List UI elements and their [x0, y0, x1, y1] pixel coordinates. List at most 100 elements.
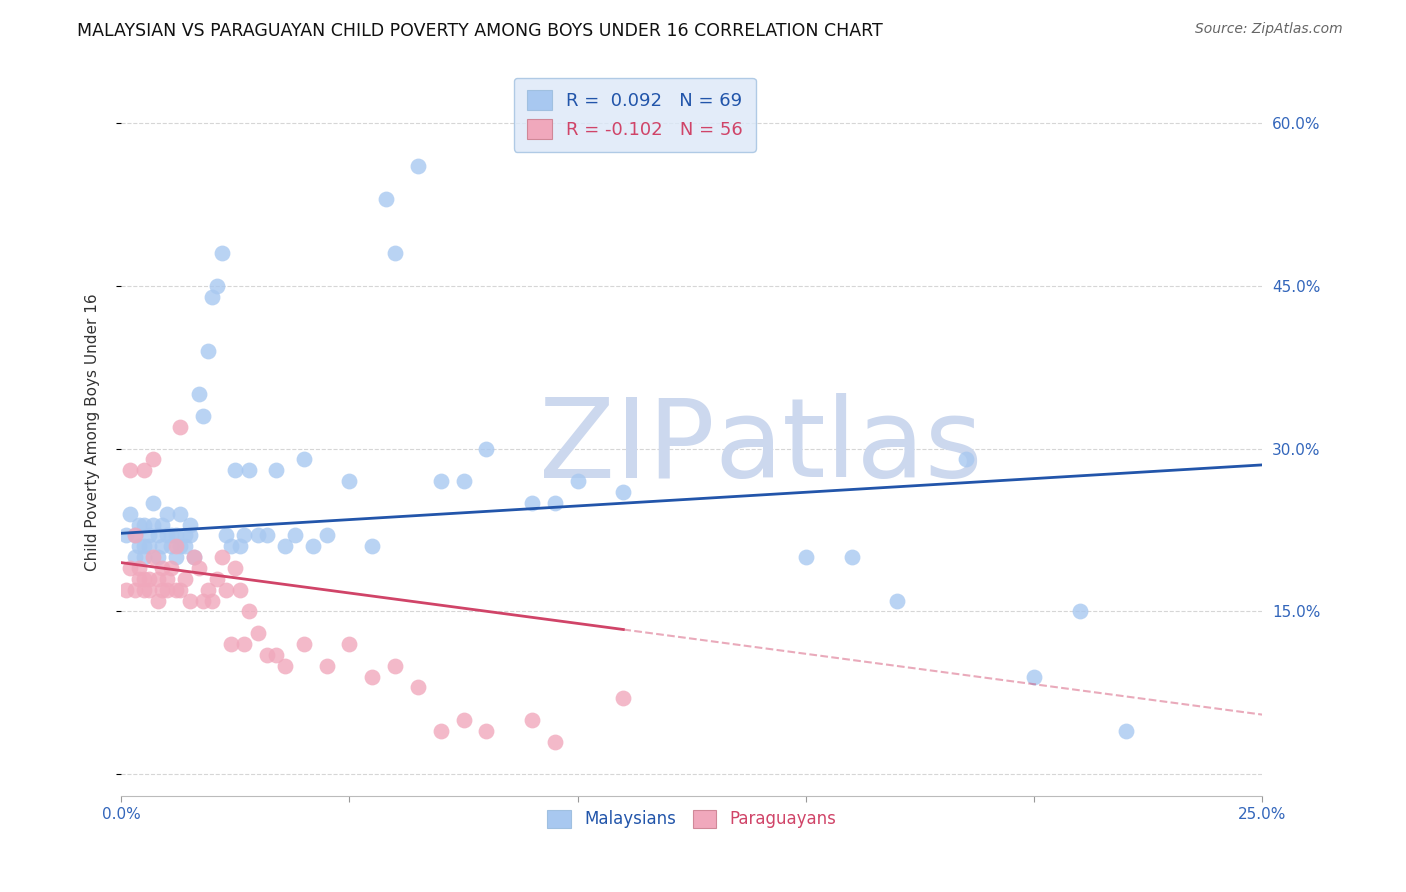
- Point: [150, 561, 173, 575]
- Point: [160, 539, 183, 553]
- Point: [174, 528, 197, 542]
- Point: [142, 452, 165, 467]
- Point: [179, 517, 201, 532]
- Point: [146, 572, 169, 586]
- Point: [284, 528, 307, 542]
- Point: [146, 550, 169, 565]
- Text: MALAYSIAN VS PARAGUAYAN CHILD POVERTY AMONG BOYS UNDER 16 CORRELATION CHART: MALAYSIAN VS PARAGUAYAN CHILD POVERTY AM…: [77, 22, 883, 40]
- Point: [233, 637, 256, 651]
- Point: [138, 582, 160, 597]
- Point: [124, 582, 146, 597]
- Point: [429, 474, 451, 488]
- Point: [142, 496, 165, 510]
- Y-axis label: Child Poverty Among Boys Under 16: Child Poverty Among Boys Under 16: [86, 293, 100, 571]
- Point: [1069, 605, 1091, 619]
- Point: [160, 528, 183, 542]
- Text: Source: ZipAtlas.com: Source: ZipAtlas.com: [1195, 22, 1343, 37]
- Legend: Malaysians, Paraguayans: Malaysians, Paraguayans: [541, 803, 842, 835]
- Point: [256, 648, 278, 662]
- Point: [201, 289, 224, 303]
- Point: [302, 539, 325, 553]
- Point: [150, 517, 173, 532]
- Point: [211, 550, 233, 565]
- Point: [339, 474, 361, 488]
- Point: [197, 582, 219, 597]
- Point: [361, 670, 384, 684]
- Point: [156, 572, 179, 586]
- Point: [374, 192, 396, 206]
- Point: [132, 550, 155, 565]
- Point: [165, 539, 187, 553]
- Point: [165, 550, 187, 565]
- Point: [274, 539, 297, 553]
- Point: [274, 658, 297, 673]
- Point: [193, 409, 215, 423]
- Point: [1024, 670, 1046, 684]
- Point: [475, 442, 498, 456]
- Point: [187, 561, 209, 575]
- Point: [156, 507, 179, 521]
- Point: [160, 561, 183, 575]
- Point: [315, 528, 337, 542]
- Point: [156, 528, 179, 542]
- Point: [156, 582, 179, 597]
- Point: [150, 582, 173, 597]
- Point: [520, 496, 543, 510]
- Point: [128, 539, 150, 553]
- Text: atlas: atlas: [714, 393, 983, 500]
- Point: [128, 561, 150, 575]
- Point: [229, 582, 252, 597]
- Point: [146, 593, 169, 607]
- Point: [169, 582, 191, 597]
- Point: [169, 420, 191, 434]
- Point: [453, 713, 475, 727]
- Point: [183, 550, 205, 565]
- Point: [219, 539, 242, 553]
- Point: [219, 637, 242, 651]
- Point: [205, 572, 228, 586]
- Point: [339, 637, 361, 651]
- Point: [138, 539, 160, 553]
- Point: [955, 452, 977, 467]
- Point: [169, 539, 191, 553]
- Point: [120, 463, 142, 477]
- Point: [292, 452, 315, 467]
- Point: [138, 528, 160, 542]
- Point: [187, 387, 209, 401]
- Point: [266, 648, 288, 662]
- Point: [120, 561, 142, 575]
- Point: [128, 517, 150, 532]
- Point: [197, 343, 219, 358]
- Point: [256, 528, 278, 542]
- Point: [612, 691, 634, 706]
- Point: [201, 593, 224, 607]
- Point: [132, 582, 155, 597]
- Point: [132, 572, 155, 586]
- Point: [146, 528, 169, 542]
- Point: [315, 658, 337, 673]
- Point: [238, 463, 260, 477]
- Point: [406, 159, 429, 173]
- Point: [247, 626, 270, 640]
- Point: [124, 550, 146, 565]
- Point: [215, 528, 238, 542]
- Point: [886, 593, 908, 607]
- Point: [165, 528, 187, 542]
- Point: [384, 658, 406, 673]
- Point: [292, 637, 315, 651]
- Point: [132, 463, 155, 477]
- Point: [544, 735, 567, 749]
- Point: [174, 539, 197, 553]
- Point: [233, 528, 256, 542]
- Point: [179, 593, 201, 607]
- Point: [124, 528, 146, 542]
- Point: [174, 572, 197, 586]
- Point: [211, 246, 233, 260]
- Point: [128, 572, 150, 586]
- Point: [544, 496, 567, 510]
- Point: [165, 582, 187, 597]
- Point: [132, 539, 155, 553]
- Point: [520, 713, 543, 727]
- Point: [567, 474, 589, 488]
- Point: [361, 539, 384, 553]
